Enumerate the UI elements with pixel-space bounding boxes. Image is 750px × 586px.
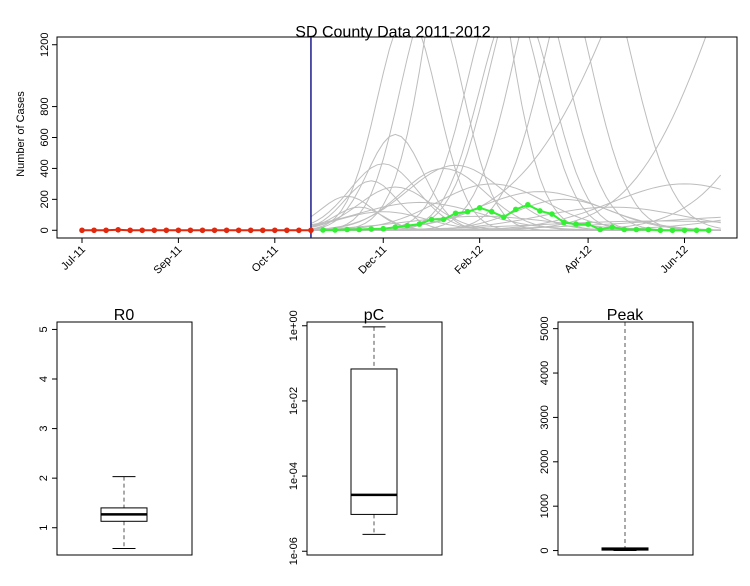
data-point <box>657 227 664 234</box>
y-tick-label: 4000 <box>539 361 551 385</box>
data-point <box>187 227 194 234</box>
box-iqr <box>350 368 398 515</box>
pc-boxplot: pC 1e-06 1e-04 1e-02 1e+00 <box>288 307 443 565</box>
x-tick-label: Feb-12 <box>453 244 486 277</box>
data-point <box>151 227 158 234</box>
data-point <box>211 227 218 234</box>
main-axes: 0 200 400 600 800 1200 Jul-11 Sep-11 Oct-11 Dec-1… <box>39 32 738 277</box>
data-point <box>537 208 543 214</box>
data-point <box>79 227 85 234</box>
data-point <box>525 201 531 208</box>
data-point <box>549 211 555 217</box>
data-point <box>91 227 97 234</box>
data-point <box>392 224 399 230</box>
data-point <box>669 227 676 234</box>
y-tick-label: 0 <box>539 547 551 553</box>
data-point <box>356 226 362 233</box>
data-point <box>645 226 652 233</box>
data-point <box>452 210 459 217</box>
x-tick-label: Oct-11 <box>250 244 281 275</box>
box-frame <box>306 321 443 556</box>
r0-boxplot: R0 1 2 3 4 5 <box>38 307 193 556</box>
data-point <box>175 227 182 234</box>
peak-title: Peak <box>607 307 644 324</box>
data-point <box>368 226 375 232</box>
data-point <box>573 221 579 227</box>
data-point <box>344 226 350 233</box>
data-point <box>428 216 435 223</box>
data-point <box>513 206 519 213</box>
y-tick-label: 1200 <box>39 32 51 56</box>
y-tick-label: 800 <box>39 97 51 115</box>
box-frame <box>56 321 193 556</box>
y-tick-label: 1000 <box>539 494 551 518</box>
y-tick-label: 600 <box>39 128 51 146</box>
simulation-line <box>310 37 721 231</box>
x-tick-label: Jul-11 <box>59 244 88 273</box>
y-tick-label: 400 <box>39 159 51 177</box>
peak-boxplot: Peak 0 1000 2000 3000 4000 5000 <box>539 307 694 556</box>
data-point <box>296 227 302 234</box>
y-tick-label: 200 <box>39 190 51 208</box>
data-point <box>609 224 615 230</box>
data-point <box>259 227 266 234</box>
x-tick-label: Dec-11 <box>356 244 389 277</box>
data-point <box>284 227 290 234</box>
y-tick-label: 1e-02 <box>288 387 300 415</box>
y-tick-label: 2 <box>38 475 50 481</box>
x-tick-label: Sep-11 <box>152 244 185 277</box>
r0-title: R0 <box>114 307 135 324</box>
data-point <box>585 221 591 227</box>
data-point <box>163 227 170 234</box>
data-point <box>633 226 640 233</box>
y-axis-label: Number of Cases <box>15 91 27 177</box>
y-tick-label: 0 <box>39 227 51 233</box>
data-point <box>561 219 567 226</box>
data-point <box>705 227 712 234</box>
data-point <box>621 226 628 233</box>
data-point <box>223 227 230 234</box>
data-point <box>247 227 254 234</box>
simulation-line <box>311 216 721 231</box>
observed-series <box>79 201 712 234</box>
data-point <box>320 227 326 233</box>
data-point <box>139 227 146 234</box>
y-tick-label: 1e-04 <box>288 462 300 490</box>
data-point <box>416 221 423 227</box>
y-tick-label: 3000 <box>539 405 551 429</box>
y-tick-label: 2000 <box>539 450 551 474</box>
data-point <box>115 227 121 233</box>
y-tick-label: 1e+00 <box>288 310 300 341</box>
data-point <box>440 216 447 223</box>
data-point <box>693 227 700 234</box>
y-tick-label: 4 <box>38 376 50 382</box>
y-tick-label: 3 <box>38 426 50 432</box>
data-point <box>597 226 603 233</box>
y-tick-label: 1e-06 <box>288 537 300 565</box>
data-point <box>404 222 411 229</box>
data-point <box>332 227 338 233</box>
y-tick-label: 5000 <box>539 316 551 340</box>
data-point <box>464 208 471 215</box>
data-point <box>500 214 507 220</box>
x-tick-label: Apr-12 <box>562 244 594 276</box>
data-point <box>681 227 688 234</box>
x-tick-label: Jun-12 <box>658 244 690 276</box>
data-point <box>380 225 387 232</box>
data-point <box>103 227 109 234</box>
data-point <box>235 227 242 234</box>
y-tick-label: 5 <box>38 326 50 332</box>
data-point <box>199 227 206 234</box>
data-point <box>127 227 133 234</box>
data-point <box>272 227 278 234</box>
data-point <box>308 227 314 234</box>
y-tick-label: 1 <box>38 525 50 531</box>
timeseries-panel: SD County Data 2011-2012 Number of Cases… <box>15 24 738 277</box>
data-point <box>476 205 483 211</box>
data-point <box>488 208 495 215</box>
pc-title: pC <box>364 307 384 324</box>
